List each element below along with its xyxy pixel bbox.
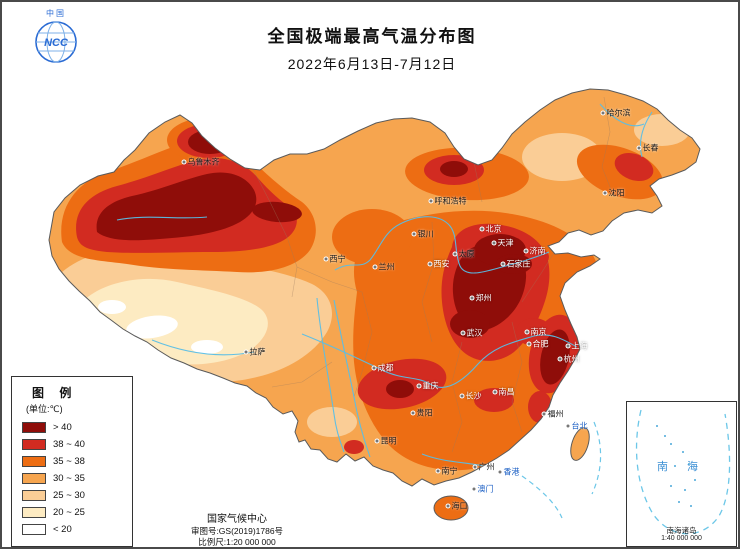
- legend-swatch: [22, 473, 46, 484]
- legend-swatch: [22, 507, 46, 518]
- inset-caption: 南海诸岛 1:40 000 000: [627, 526, 736, 543]
- country-border: [48, 88, 701, 521]
- legend-label: 35 ~ 38: [53, 456, 85, 467]
- legend-item: 35 ~ 38: [22, 453, 132, 470]
- legend-swatch: [22, 490, 46, 501]
- logo-acronym: NCC: [44, 37, 69, 49]
- inset-scale: 1:40 000 000: [661, 535, 702, 542]
- legend-title: 图 例: [32, 386, 78, 400]
- legend-item: 38 ~ 40: [22, 436, 132, 453]
- sea-label: 南 海: [656, 461, 707, 473]
- legend-item: 30 ~ 35: [22, 470, 132, 487]
- inset-islands: [656, 425, 696, 507]
- legend-swatch: [22, 439, 46, 450]
- legend-swatch: [22, 422, 46, 433]
- legend-label: < 20: [53, 524, 72, 535]
- sea-boundary-dashes: [521, 421, 602, 519]
- map-scale: 比例尺:1:20 000 000: [198, 537, 276, 547]
- page-title: 全国极端最高气温分布图: [267, 27, 477, 46]
- inset-islands-label: 南海诸岛: [666, 526, 697, 535]
- legend-unit: (单位:℃): [26, 404, 63, 414]
- south-china-sea-inset: 南 海 南海诸岛 1:40 000 000: [626, 401, 737, 547]
- legend-item: 20 ~ 25: [22, 504, 132, 521]
- globe-icon: NCC: [35, 21, 77, 63]
- legend-item: 25 ~ 30: [22, 487, 132, 504]
- agency-name: 国家气候中心: [207, 514, 267, 525]
- legend: 图 例 (单位:℃) > 40 38 ~ 40 35 ~ 38 30 ~ 35 25 ~…: [11, 376, 133, 547]
- approval-number: 审图号:GS(2019)1786号: [190, 526, 284, 536]
- rivers: [116, 103, 653, 467]
- legend-label: 20 ~ 25: [53, 507, 85, 518]
- legend-item: < 20: [22, 521, 132, 538]
- page-subtitle: 2022年6月13日-7月12日: [287, 56, 457, 72]
- legend-items: > 40 38 ~ 40 35 ~ 38 30 ~ 35 25 ~ 30 20 ~ 25 <…: [22, 419, 132, 538]
- ncc-logo: 中国 NCC: [28, 8, 84, 70]
- legend-label: 38 ~ 40: [53, 439, 85, 450]
- legend-swatch: [22, 456, 46, 467]
- legend-label: 25 ~ 30: [53, 490, 85, 501]
- legend-label: > 40: [53, 422, 72, 433]
- legend-label: 30 ~ 35: [53, 473, 85, 484]
- legend-swatch: [22, 524, 46, 535]
- inset-map-svg: [635, 409, 731, 535]
- map-credits: 国家气候中心 审图号:GS(2019)1786号 比例尺:1:20 000 00…: [152, 514, 322, 547]
- logo-country-label: 中国: [46, 9, 66, 18]
- legend-item: > 40: [22, 419, 132, 436]
